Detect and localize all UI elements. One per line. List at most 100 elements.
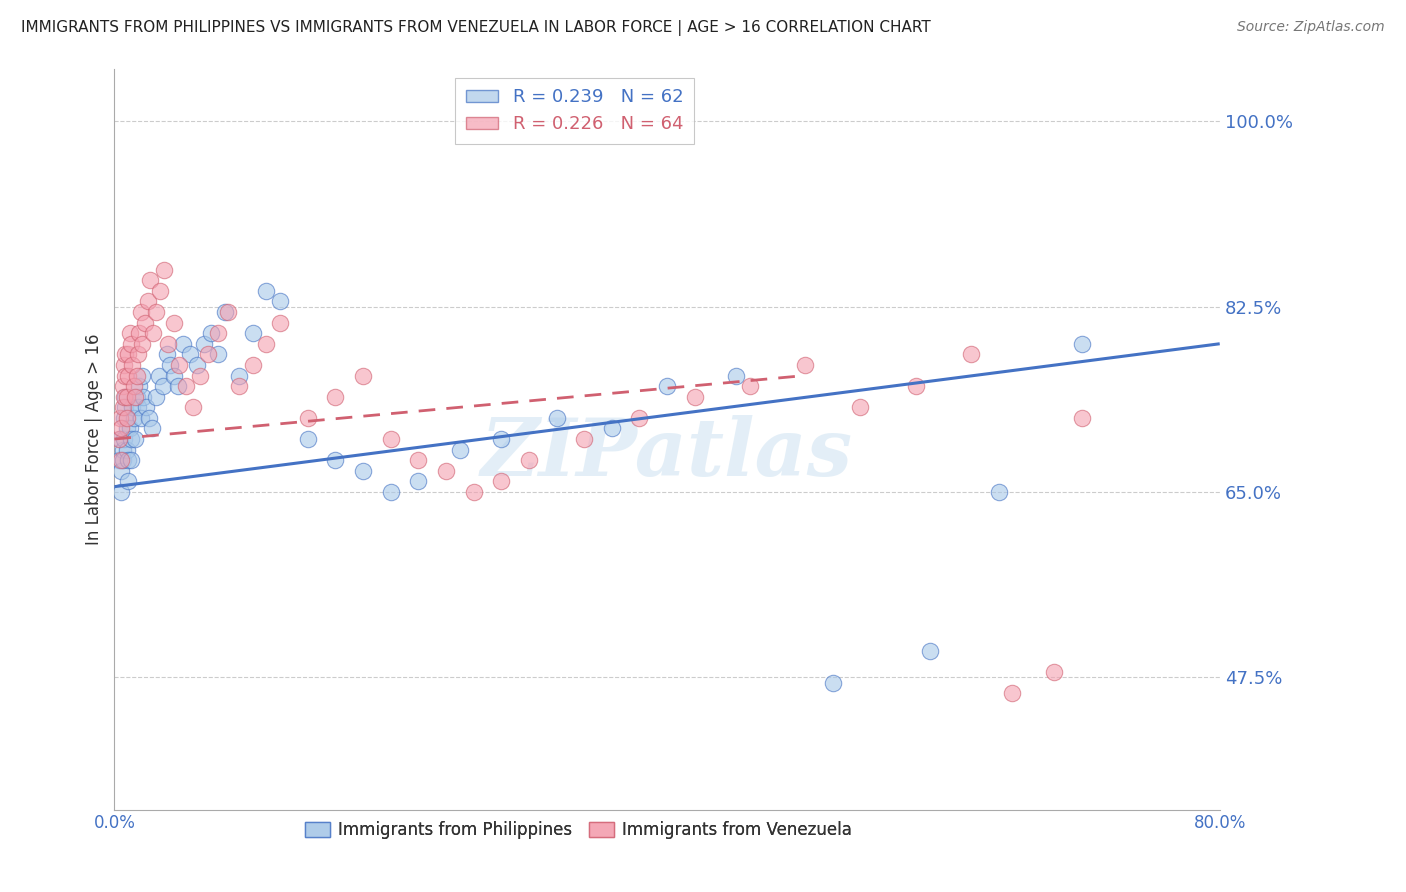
- Legend: Immigrants from Philippines, Immigrants from Venezuela: Immigrants from Philippines, Immigrants …: [298, 814, 859, 846]
- Point: [129, 410, 152, 425]
- Point: [118, 421, 141, 435]
- Point: [114, 401, 136, 415]
- Point: [112, 410, 135, 425]
- Point: [141, 421, 163, 435]
- Point: [124, 390, 146, 404]
- Point: [1070, 336, 1092, 351]
- Point: [110, 485, 132, 500]
- Point: [269, 294, 291, 309]
- Point: [121, 401, 143, 415]
- Point: [242, 358, 264, 372]
- Point: [1043, 665, 1066, 679]
- Point: [167, 379, 190, 393]
- Point: [200, 326, 222, 341]
- Point: [179, 347, 201, 361]
- Point: [207, 347, 229, 361]
- Point: [188, 368, 211, 383]
- Point: [122, 410, 145, 425]
- Point: [120, 336, 142, 351]
- Point: [163, 316, 186, 330]
- Point: [110, 453, 132, 467]
- Point: [434, 464, 457, 478]
- Point: [352, 464, 374, 478]
- Point: [127, 347, 149, 361]
- Point: [117, 453, 139, 467]
- Point: [228, 379, 250, 393]
- Point: [111, 379, 134, 393]
- Point: [111, 401, 134, 415]
- Point: [115, 421, 138, 435]
- Text: IMMIGRANTS FROM PHILIPPINES VS IMMIGRANTS FROM VENEZUELA IN LABOR FORCE | AGE > : IMMIGRANTS FROM PHILIPPINES VS IMMIGRANT…: [21, 20, 931, 36]
- Point: [380, 432, 402, 446]
- Point: [138, 410, 160, 425]
- Point: [124, 432, 146, 446]
- Point: [117, 475, 139, 489]
- Point: [107, 453, 129, 467]
- Point: [449, 442, 471, 457]
- Point: [139, 273, 162, 287]
- Point: [572, 432, 595, 446]
- Y-axis label: In Labor Force | Age > 16: In Labor Force | Age > 16: [86, 334, 103, 545]
- Point: [131, 368, 153, 383]
- Point: [408, 453, 430, 467]
- Point: [904, 379, 927, 393]
- Point: [157, 336, 180, 351]
- Point: [159, 358, 181, 372]
- Point: [380, 485, 402, 500]
- Point: [110, 464, 132, 478]
- Point: [242, 326, 264, 341]
- Point: [186, 358, 208, 372]
- Point: [254, 284, 277, 298]
- Point: [325, 390, 347, 404]
- Point: [108, 432, 131, 446]
- Point: [683, 390, 706, 404]
- Point: [122, 379, 145, 393]
- Point: [117, 368, 139, 383]
- Point: [117, 347, 139, 361]
- Point: [193, 336, 215, 351]
- Point: [112, 358, 135, 372]
- Point: [110, 421, 132, 435]
- Point: [960, 347, 983, 361]
- Point: [114, 368, 136, 383]
- Point: [491, 432, 513, 446]
- Point: [821, 675, 844, 690]
- Point: [111, 453, 134, 467]
- Point: [145, 390, 167, 404]
- Point: [120, 432, 142, 446]
- Point: [125, 390, 148, 404]
- Point: [148, 368, 170, 383]
- Point: [600, 421, 623, 435]
- Point: [134, 316, 156, 330]
- Point: [132, 390, 155, 404]
- Point: [214, 305, 236, 319]
- Point: [120, 453, 142, 467]
- Point: [163, 368, 186, 383]
- Point: [127, 401, 149, 415]
- Point: [217, 305, 239, 319]
- Point: [114, 390, 136, 404]
- Point: [112, 390, 135, 404]
- Point: [546, 410, 568, 425]
- Point: [325, 453, 347, 467]
- Point: [207, 326, 229, 341]
- Point: [118, 326, 141, 341]
- Point: [655, 379, 678, 393]
- Point: [108, 410, 131, 425]
- Point: [169, 358, 191, 372]
- Point: [115, 442, 138, 457]
- Text: Source: ZipAtlas.com: Source: ZipAtlas.com: [1237, 20, 1385, 34]
- Point: [628, 410, 651, 425]
- Point: [121, 358, 143, 372]
- Point: [135, 401, 157, 415]
- Point: [352, 368, 374, 383]
- Point: [408, 475, 430, 489]
- Point: [297, 410, 319, 425]
- Point: [111, 442, 134, 457]
- Point: [918, 644, 941, 658]
- Point: [128, 379, 150, 393]
- Point: [128, 326, 150, 341]
- Point: [114, 347, 136, 361]
- Point: [136, 294, 159, 309]
- Point: [115, 410, 138, 425]
